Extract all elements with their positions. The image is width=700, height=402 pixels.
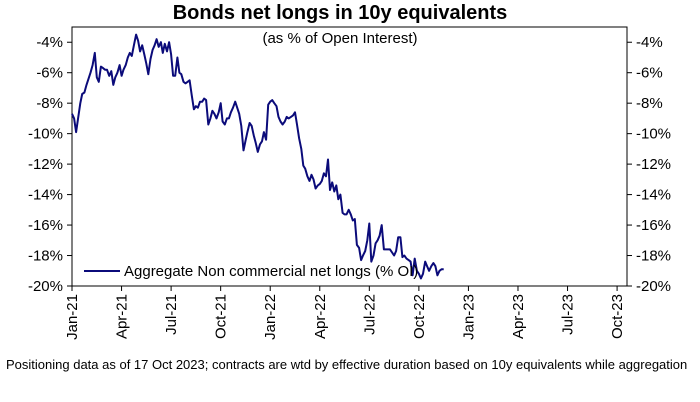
x-tick-label: Jul-23 xyxy=(560,294,577,335)
y-tick-label-left: -10% xyxy=(28,126,63,143)
y-tick-label-left: -4% xyxy=(36,34,63,51)
y-tick-label-right: -4% xyxy=(636,34,663,51)
x-axis: Jan-21 Apr-21 Jul-21 Oct-21 Jan-22 Apr-22 Jul-… xyxy=(64,286,626,340)
y-tick-label-right: -16% xyxy=(636,217,671,234)
x-tick-label: Oct-22 xyxy=(411,294,428,339)
y-tick-label-right: -8% xyxy=(636,95,663,112)
x-tick-label: Jul-22 xyxy=(361,294,378,335)
x-tick-label: Apr-22 xyxy=(312,294,329,339)
y-tick-label-left: -16% xyxy=(28,217,63,234)
chart-title: Bonds net longs in 10y equivalents xyxy=(173,2,508,24)
footnote: Positioning data as of 17 Oct 2023; cont… xyxy=(6,357,688,372)
y-tick-label-right: -14% xyxy=(636,187,671,204)
x-tick-label: Jul-21 xyxy=(163,294,180,335)
y-axis-right: -4% -6% -8% -10% -12% -14% -16% -18% -20% xyxy=(627,34,671,295)
plot-border xyxy=(71,26,628,287)
y-tick-label-left: -14% xyxy=(28,187,63,204)
y-tick-label-left: -18% xyxy=(28,248,63,265)
x-tick-label: Jan-23 xyxy=(460,294,477,340)
x-tick-label: Jan-21 xyxy=(64,294,81,340)
y-tick-label-left: -12% xyxy=(28,156,63,173)
y-tick-label-right: -20% xyxy=(636,278,671,295)
x-tick-label: Apr-23 xyxy=(510,294,527,339)
x-tick-label: Jan-22 xyxy=(262,294,279,340)
chart-subtitle: (as % of Open Interest) xyxy=(262,30,417,47)
y-tick-label-left: -8% xyxy=(36,95,63,112)
plot-frame xyxy=(71,26,628,287)
legend: Aggregate Non commercial net longs (% OI… xyxy=(84,263,418,280)
y-tick-label-right: -6% xyxy=(636,65,663,82)
y-tick-label-right: -18% xyxy=(636,248,671,265)
y-tick-label-right: -12% xyxy=(636,156,671,173)
series-group xyxy=(71,33,444,280)
legend-label: Aggregate Non commercial net longs (% OI… xyxy=(124,263,418,280)
x-tick-label: Oct-21 xyxy=(213,294,230,339)
x-tick-label: Apr-21 xyxy=(114,294,131,339)
y-tick-label-left: -6% xyxy=(36,65,63,82)
y-tick-label-left: -20% xyxy=(28,278,63,295)
x-tick-label: Oct-23 xyxy=(609,294,626,339)
y-tick-label-right: -10% xyxy=(636,126,671,143)
series-line xyxy=(71,33,444,280)
y-axis-left: -4% -6% -8% -10% -12% -14% -16% -18% -20% xyxy=(28,34,72,295)
